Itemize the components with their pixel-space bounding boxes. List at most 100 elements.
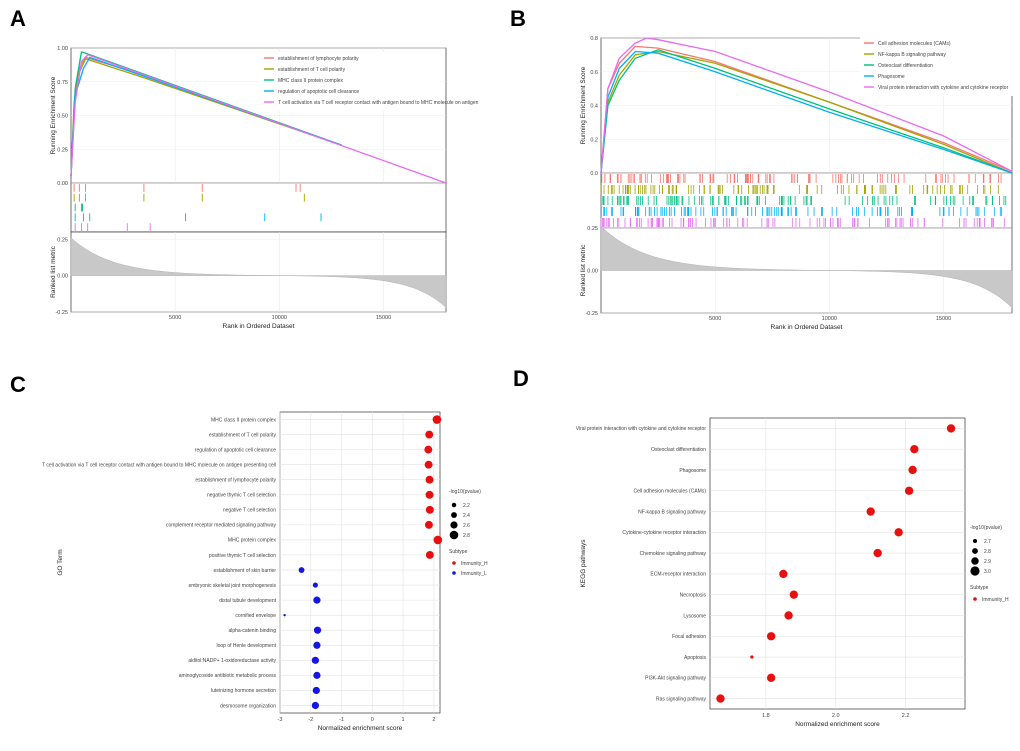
color-legend-label: Immunity_H [982,597,1009,603]
data-point [789,590,799,599]
size-legend-dot [972,548,978,554]
y-tick-label-top: 0.8 [590,36,598,42]
x-tick-label: 10000 [272,315,287,321]
plot-frame [279,411,441,714]
y-tick-label-bottom: -0.25 [55,310,68,316]
category-label: Apoptosis [684,655,706,661]
category-label: desmosome organization [220,703,276,709]
data-point [298,567,305,573]
enrichment-line [600,50,1013,174]
x-axis-title: Rank in Ordered Dataset [223,323,295,330]
data-point [312,582,318,588]
data-point [425,551,434,559]
data-point [946,424,956,433]
size-legend-dot [451,502,457,508]
data-point [311,656,319,664]
data-point [766,632,776,641]
data-point [425,475,434,484]
enrichment-line [70,54,447,184]
category-label: PI3K-Akt signaling pathway [645,676,706,682]
data-point [313,671,321,679]
y-axis-title-bottom: Ranked list metric [580,244,587,296]
category-label: Chemokine signaling pathway [640,551,707,557]
size-legend-label: 2.8 [984,549,991,555]
y-tick-label-top: 0.00 [57,181,68,187]
category-label: Necroptosis [680,592,707,598]
x-tick-label: -1 [339,717,344,723]
data-point [283,613,286,617]
data-point [779,569,788,579]
data-point [432,415,442,424]
y-tick-label-top: 1.00 [57,46,68,52]
data-point [910,445,919,454]
hits-panel-frame [70,182,447,233]
data-point [425,505,434,514]
category-label: loop of Henle development [217,643,277,649]
legend-label: MHC class II protein complex [278,78,344,84]
category-label: Phagosome [679,468,706,474]
data-point [424,460,433,469]
category-label: Osteoclast differentiation [651,447,706,453]
legend-label: Osteoclast differentiation [878,63,933,69]
panel-letter-b: B [510,6,526,31]
category-label: Cytokine-cytokine receptor interaction [622,530,706,536]
category-label: establishment of skin barrier [213,568,276,574]
y-tick-label-top: 0.4 [590,104,598,110]
category-label: establishment of lymphocyte polarity [195,478,276,484]
category-label: complement receptor mediated signaling p… [166,523,277,529]
category-label: cornified envelope [235,613,276,619]
color-legend-dot [973,597,977,601]
size-legend-dot [450,521,458,529]
data-point [313,596,321,604]
data-point [424,520,433,529]
size-legend-label: 3.0 [984,569,991,575]
data-point [312,686,320,695]
y-tick-label-bottom: -0.25 [585,311,598,317]
legend-box [860,37,1020,96]
legend-label: Phagosome [878,74,905,80]
data-point [425,430,434,439]
category-label: regulation of apoptotic cell clearance [195,447,276,453]
data-point [311,701,319,710]
category-label: MHC class II protein complex [211,417,277,423]
data-point [716,694,725,703]
x-tick-label: -2 [308,717,313,723]
x-tick-label: 2.2 [902,713,910,719]
size-legend-dot [449,530,459,540]
y-tick-label-bottom: 0.25 [587,226,598,232]
ranked-list-metric-area [600,225,1013,309]
size-legend-label: 2.9 [984,559,991,565]
data-point [750,655,754,659]
plot-frame [709,417,966,710]
y-tick-label-top: 0.6 [590,70,598,76]
y-tick-label-top: 0.2 [590,137,598,143]
x-tick-label: 2.0 [832,713,840,719]
x-tick-label: 1 [402,717,405,723]
color-legend-dot [452,561,456,565]
y-tick-label-bottom: 0.00 [587,269,598,275]
y-axis-title: GO Term [57,549,64,575]
size-legend-label: 2.2 [463,503,470,509]
legend-label: regulation of apoptotic cell clearance [278,89,359,95]
size-legend-dot [971,557,979,565]
category-label: Cell adhesion molecules (CAMs) [633,489,706,495]
x-tick-label: 2 [432,717,435,723]
size-legend-dot [972,538,978,544]
data-point [866,507,875,516]
panel-c-go-dotplot: -3 -2 -1 0 1 2 MHC class II protein complex est… [42,411,488,732]
category-label: Viral protein interaction with cytokine … [576,426,707,432]
data-point [873,548,882,558]
size-legend-dot [970,566,980,576]
color-legend-label: Immunity_L [461,571,487,577]
x-axis-title: Normalized enrichment score [318,725,403,732]
data-point [908,465,917,475]
data-point [313,641,321,649]
category-label: alpha-catenin binding [228,628,276,634]
size-legend-title: -log10(pvalue) [970,525,1002,531]
panel-letter-a: A [10,6,26,31]
legend-label: T cell activation via T cell receptor co… [278,100,479,106]
y-axis-title-top: Running Enrichment Score [580,66,587,144]
y-axis-title: KEGG pathways [580,539,587,588]
panel-b-gsea-plot: 0.0 0.2 0.4 0.6 0.8 0.25 0.00 -0.25 Cell adhesio… [580,36,1020,331]
